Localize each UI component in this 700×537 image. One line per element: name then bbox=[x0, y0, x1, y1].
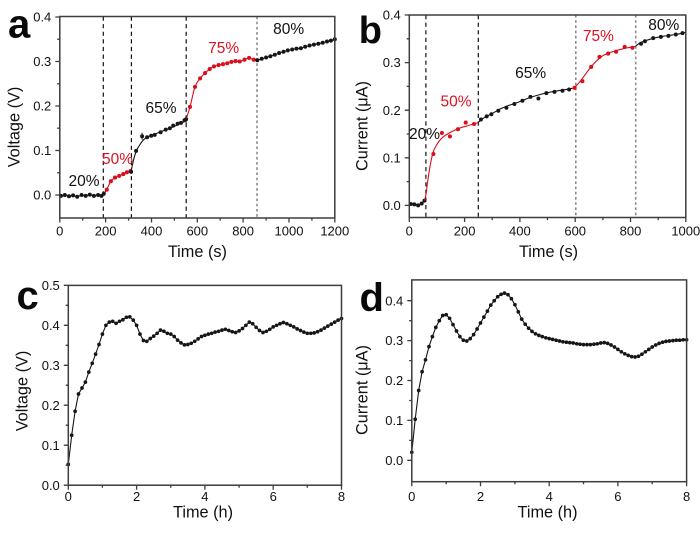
svg-text:4: 4 bbox=[546, 489, 553, 504]
svg-text:0.3: 0.3 bbox=[383, 55, 401, 70]
svg-text:0: 0 bbox=[408, 489, 415, 504]
svg-text:20%: 20% bbox=[409, 126, 440, 143]
svg-text:0.4: 0.4 bbox=[33, 10, 51, 25]
svg-text:6: 6 bbox=[614, 489, 621, 504]
svg-text:b: b bbox=[359, 10, 382, 52]
svg-text:800: 800 bbox=[620, 223, 642, 238]
svg-text:800: 800 bbox=[232, 223, 254, 238]
svg-text:0.3: 0.3 bbox=[42, 358, 60, 373]
svg-text:0.3: 0.3 bbox=[33, 54, 51, 69]
svg-text:Time (s): Time (s) bbox=[519, 243, 578, 261]
svg-text:65%: 65% bbox=[515, 65, 546, 82]
svg-text:0.2: 0.2 bbox=[383, 103, 401, 118]
svg-text:75%: 75% bbox=[208, 40, 239, 57]
svg-text:0: 0 bbox=[65, 489, 72, 504]
svg-text:Time (h): Time (h) bbox=[518, 504, 578, 522]
svg-text:200: 200 bbox=[95, 223, 117, 238]
svg-text:Voltage (V): Voltage (V) bbox=[14, 351, 32, 432]
svg-text:0.3: 0.3 bbox=[385, 333, 403, 348]
svg-text:a: a bbox=[8, 3, 31, 47]
svg-text:0.1: 0.1 bbox=[42, 438, 60, 453]
svg-text:600: 600 bbox=[564, 223, 586, 238]
svg-text:d: d bbox=[360, 276, 384, 320]
svg-text:200: 200 bbox=[454, 223, 476, 238]
svg-text:0.0: 0.0 bbox=[383, 198, 401, 213]
svg-text:Time (s): Time (s) bbox=[168, 243, 227, 261]
svg-text:65%: 65% bbox=[145, 100, 176, 117]
svg-text:1000: 1000 bbox=[275, 223, 304, 238]
svg-text:2: 2 bbox=[133, 489, 140, 504]
svg-text:Time (h): Time (h) bbox=[173, 504, 233, 522]
svg-text:0.1: 0.1 bbox=[385, 413, 403, 428]
svg-text:0.1: 0.1 bbox=[33, 143, 51, 158]
svg-text:80%: 80% bbox=[273, 21, 304, 38]
svg-text:0.5: 0.5 bbox=[42, 278, 60, 293]
svg-text:400: 400 bbox=[509, 223, 531, 238]
svg-text:0.4: 0.4 bbox=[385, 293, 403, 308]
svg-text:0.0: 0.0 bbox=[385, 453, 403, 468]
svg-text:0.0: 0.0 bbox=[33, 188, 51, 203]
svg-text:1000: 1000 bbox=[671, 223, 700, 238]
svg-text:Current (μA): Current (μA) bbox=[354, 345, 372, 435]
svg-text:50%: 50% bbox=[102, 151, 133, 168]
svg-text:20%: 20% bbox=[68, 173, 99, 190]
svg-text:8: 8 bbox=[683, 489, 690, 504]
svg-text:600: 600 bbox=[186, 223, 208, 238]
svg-text:0.1: 0.1 bbox=[383, 150, 401, 165]
svg-text:Current (μA): Current (μA) bbox=[354, 81, 372, 171]
svg-text:6: 6 bbox=[270, 489, 277, 504]
svg-text:0.4: 0.4 bbox=[42, 318, 60, 333]
svg-text:0.0: 0.0 bbox=[42, 478, 60, 493]
svg-text:0.4: 0.4 bbox=[383, 8, 401, 23]
svg-text:Voltage (V): Voltage (V) bbox=[6, 87, 24, 168]
svg-text:50%: 50% bbox=[440, 94, 471, 111]
svg-text:80%: 80% bbox=[648, 17, 679, 34]
svg-text:0.2: 0.2 bbox=[33, 99, 51, 114]
svg-text:75%: 75% bbox=[583, 28, 614, 45]
svg-text:0: 0 bbox=[406, 223, 413, 238]
svg-text:0.2: 0.2 bbox=[385, 373, 403, 388]
svg-text:0: 0 bbox=[56, 223, 63, 238]
svg-text:c: c bbox=[17, 274, 39, 318]
svg-text:400: 400 bbox=[141, 223, 163, 238]
svg-text:2: 2 bbox=[477, 489, 484, 504]
svg-text:8: 8 bbox=[338, 489, 345, 504]
svg-text:0.2: 0.2 bbox=[42, 398, 60, 413]
svg-text:1200: 1200 bbox=[320, 223, 349, 238]
svg-text:4: 4 bbox=[201, 489, 208, 504]
